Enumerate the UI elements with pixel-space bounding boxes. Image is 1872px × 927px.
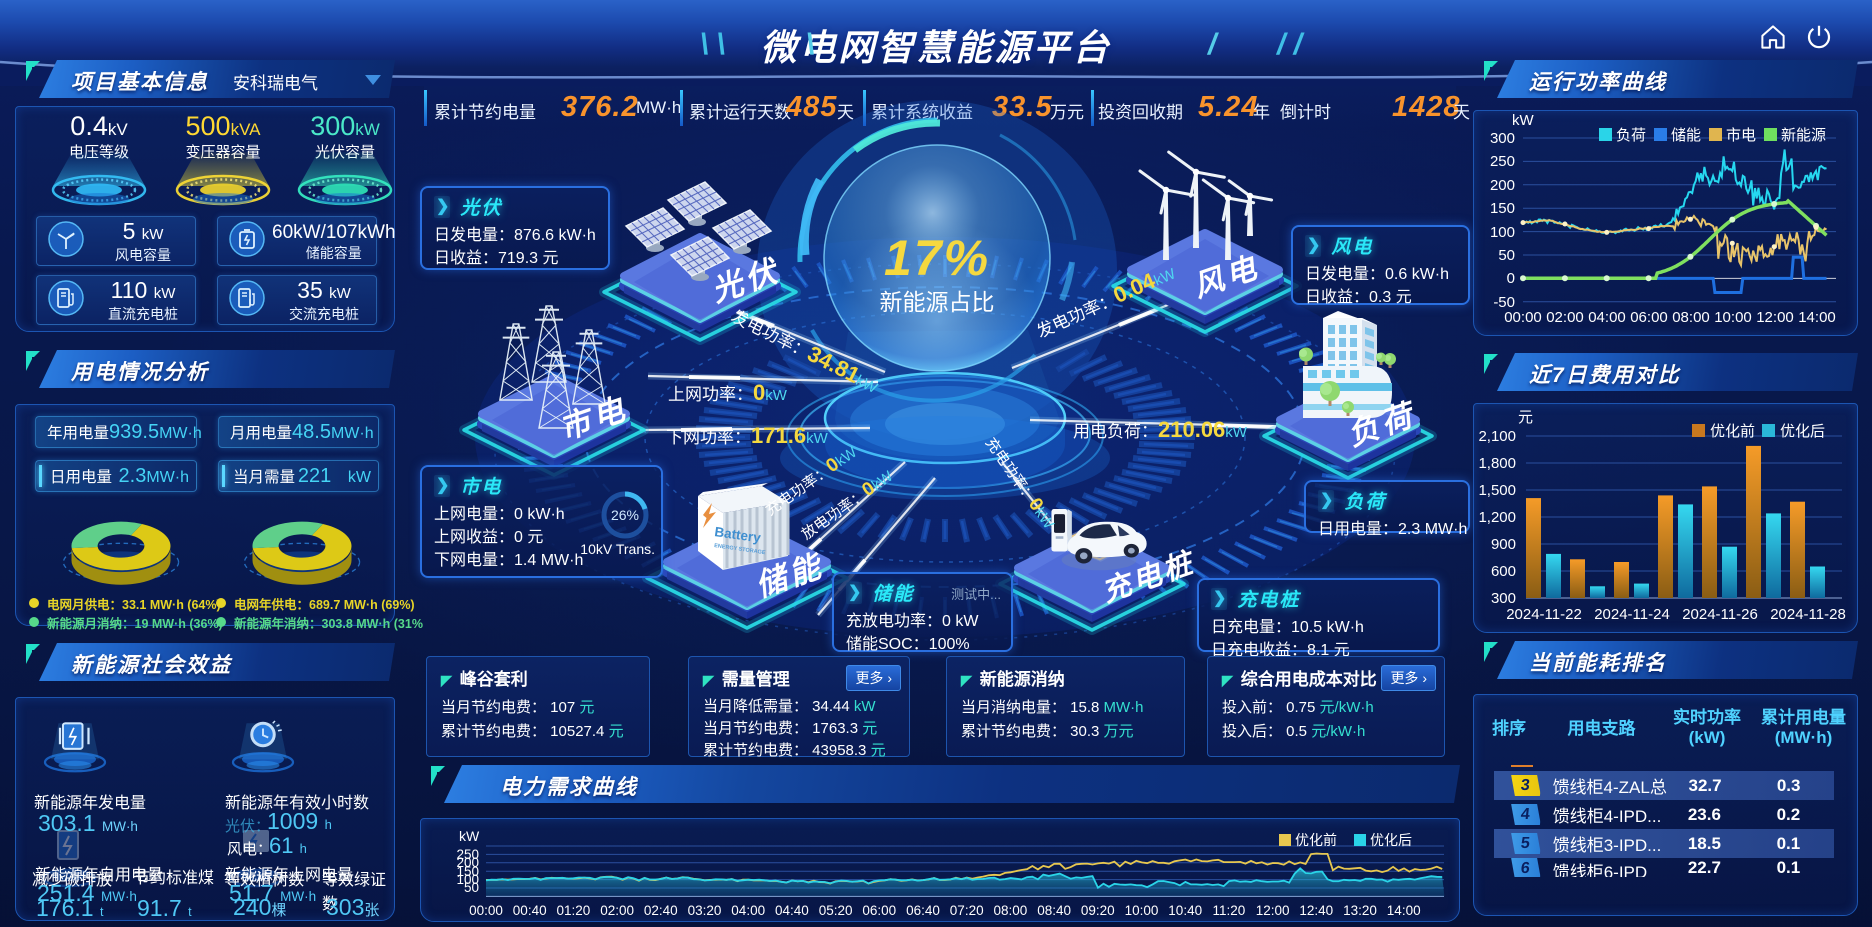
svg-text:2024-11-26: 2024-11-26 (1682, 606, 1758, 623)
svg-text:00:00: 00:00 (469, 903, 503, 918)
svg-text:250: 250 (456, 847, 479, 862)
svg-text:150: 150 (1490, 200, 1515, 217)
svg-text:1,200: 1,200 (1478, 509, 1516, 526)
svg-text:26%: 26% (611, 507, 639, 523)
svg-text:10:00: 10:00 (1125, 903, 1159, 918)
svg-text:00:40: 00:40 (513, 903, 547, 918)
svg-text:优化后: 优化后 (1370, 832, 1412, 848)
svg-text:02:00: 02:00 (1546, 309, 1584, 326)
svg-text:2,100: 2,100 (1478, 428, 1516, 445)
svg-text:用电负荷：210.06kW: 用电负荷：210.06kW (1073, 417, 1248, 442)
svg-text:08:40: 08:40 (1037, 903, 1071, 918)
svg-text:06:40: 06:40 (906, 903, 940, 918)
svg-text:08:00: 08:00 (994, 903, 1028, 918)
svg-text:Battery: Battery (714, 524, 763, 545)
svg-text:06:00: 06:00 (1630, 309, 1668, 326)
svg-text:09:20: 09:20 (1081, 903, 1115, 918)
svg-text:03:20: 03:20 (688, 903, 722, 918)
svg-text:2024-11-24: 2024-11-24 (1594, 606, 1670, 623)
svg-text:新能源: 新能源 (1781, 127, 1826, 144)
svg-text:1,800: 1,800 (1478, 455, 1516, 472)
svg-text:300: 300 (1491, 590, 1516, 607)
svg-text:50: 50 (464, 880, 479, 895)
svg-text:10:40: 10:40 (1168, 903, 1202, 918)
svg-text:100: 100 (1490, 224, 1515, 241)
svg-text:02:40: 02:40 (644, 903, 678, 918)
svg-text:200: 200 (456, 855, 479, 870)
svg-text:储能: 储能 (1671, 127, 1701, 144)
svg-text:2024-11-28: 2024-11-28 (1770, 606, 1846, 623)
svg-text:05:20: 05:20 (819, 903, 853, 918)
svg-text:00:00: 00:00 (1504, 309, 1542, 326)
svg-text:优化前: 优化前 (1295, 832, 1337, 848)
svg-text:100: 100 (456, 872, 479, 887)
svg-text:04:00: 04:00 (731, 903, 765, 918)
svg-text:2024-11-22: 2024-11-22 (1506, 606, 1582, 623)
svg-text:200: 200 (1490, 177, 1515, 194)
svg-text:kW: kW (459, 831, 480, 844)
svg-text:新能源占比: 新能源占比 (880, 289, 995, 315)
svg-text:300: 300 (1490, 130, 1515, 147)
svg-text:-50: -50 (1493, 294, 1515, 311)
svg-text:10:00: 10:00 (1714, 309, 1752, 326)
svg-text:市电: 市电 (1726, 127, 1756, 144)
svg-text:12:00: 12:00 (1256, 903, 1290, 918)
svg-text:600: 600 (1491, 563, 1516, 580)
svg-text:12:00: 12:00 (1756, 309, 1794, 326)
svg-text:04:00: 04:00 (1588, 309, 1626, 326)
svg-text:17%: 17% (884, 230, 990, 286)
svg-text:07:20: 07:20 (950, 903, 984, 918)
svg-text:0: 0 (1507, 270, 1515, 287)
svg-text:13:20: 13:20 (1343, 903, 1377, 918)
svg-text:优化后: 优化后 (1780, 423, 1825, 440)
svg-text:06:00: 06:00 (862, 903, 896, 918)
svg-text:1,500: 1,500 (1478, 482, 1516, 499)
svg-text:14:00: 14:00 (1798, 309, 1836, 326)
svg-text:50: 50 (1498, 247, 1515, 264)
svg-text:下网功率：171.6kW: 下网功率：171.6kW (666, 423, 829, 448)
svg-text:kW: kW (1512, 112, 1535, 129)
svg-text:11:20: 11:20 (1213, 903, 1246, 918)
svg-text:250: 250 (1490, 153, 1515, 170)
svg-text:元: 元 (1518, 409, 1533, 426)
svg-text:04:40: 04:40 (775, 903, 809, 918)
svg-text:01:20: 01:20 (557, 903, 591, 918)
svg-text:12:40: 12:40 (1299, 903, 1333, 918)
svg-text:14:00: 14:00 (1387, 903, 1421, 918)
svg-text:150: 150 (456, 864, 479, 879)
svg-text:负荷: 负荷 (1616, 127, 1646, 144)
svg-text:08:00: 08:00 (1672, 309, 1710, 326)
svg-text:900: 900 (1491, 536, 1516, 553)
svg-text:优化前: 优化前 (1710, 423, 1755, 440)
svg-text:02:00: 02:00 (600, 903, 634, 918)
